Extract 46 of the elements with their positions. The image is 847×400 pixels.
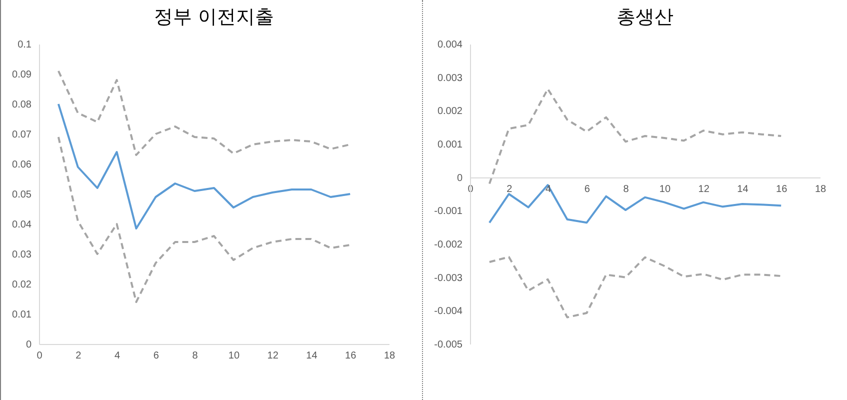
- x-tick-label: 8: [623, 184, 630, 195]
- line-series: [57, 70, 352, 156]
- y-tick-label: 0.09: [12, 70, 32, 80]
- y-tick-label: 0.001: [437, 140, 463, 150]
- x-tick-label: 2: [506, 184, 513, 195]
- y-tick-label: 0.06: [12, 160, 32, 170]
- x-tick-label: 16: [345, 350, 357, 362]
- x-tick-label: 14: [737, 184, 749, 195]
- x-tick-label: 6: [153, 350, 160, 362]
- y-tick-label: 0.08: [12, 100, 32, 110]
- x-tick-label: 16: [776, 184, 788, 195]
- x-tick-label: 0: [36, 350, 43, 362]
- y-tick-label: 0.004: [437, 40, 463, 50]
- x-tick-label: 10: [228, 350, 240, 362]
- x-tick-label: 4: [114, 350, 120, 362]
- x-tick-label: 12: [698, 184, 710, 195]
- line-series: [488, 256, 782, 318]
- y-tick-label: 0.05: [12, 190, 32, 200]
- y-tick-label: -0.001: [434, 206, 463, 218]
- y-tick-label: 0.02: [12, 280, 32, 290]
- x-tick-label: 2: [76, 350, 82, 362]
- y-tick-label: -0.005: [434, 340, 463, 350]
- y-tick-label: 0.03: [12, 250, 32, 260]
- line-series: [57, 103, 352, 230]
- y-tick-label: -0.003: [434, 272, 463, 284]
- x-tick-label: 18: [384, 350, 396, 362]
- y-tick-label: 0.01: [12, 310, 32, 320]
- x-tick-label: 6: [584, 184, 590, 195]
- x-tick-label: 10: [659, 184, 671, 195]
- y-tick-label: 0.04: [12, 220, 32, 230]
- y-tick-label: 0: [456, 172, 463, 184]
- line-series: [57, 136, 352, 303]
- y-tick-label: 0: [26, 340, 32, 350]
- y-tick-label: 0.07: [12, 130, 32, 140]
- y-tick-label: 0.1: [18, 40, 32, 50]
- x-tick-label: 18: [814, 184, 826, 195]
- chart-title: 정부 이전지출: [154, 6, 274, 28]
- y-tick-label: -0.004: [434, 306, 463, 318]
- x-tick-label: 8: [192, 350, 198, 362]
- x-tick-label: 14: [306, 350, 318, 362]
- y-tick-label: 0.003: [437, 72, 463, 84]
- y-tick-label: -0.002: [434, 240, 463, 250]
- chart-title: 총생산: [616, 6, 674, 28]
- y-tick-label: 0.002: [437, 106, 463, 118]
- line-series: [488, 88, 782, 185]
- x-tick-label: 12: [267, 350, 279, 362]
